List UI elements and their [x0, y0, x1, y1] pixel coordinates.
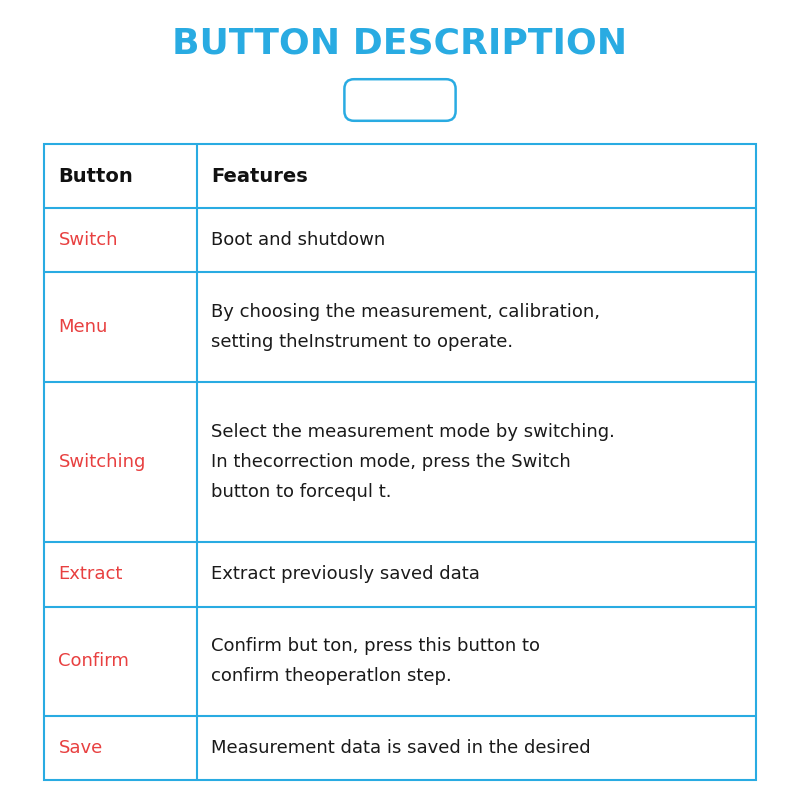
- Text: setting theInstrument to operate.: setting theInstrument to operate.: [211, 334, 514, 351]
- Text: Menu: Menu: [58, 318, 108, 336]
- Text: Save: Save: [58, 739, 102, 757]
- Text: In thecorrection mode, press the Switch: In thecorrection mode, press the Switch: [211, 453, 571, 471]
- Text: Switching: Switching: [58, 453, 146, 471]
- Text: confirm theoperatlon step.: confirm theoperatlon step.: [211, 667, 452, 686]
- Text: Features: Features: [211, 166, 308, 186]
- Text: Select the measurement mode by switching.: Select the measurement mode by switching…: [211, 422, 615, 441]
- Text: Confirm: Confirm: [58, 652, 130, 670]
- Bar: [44, 144, 756, 780]
- Text: BUTTON DESCRIPTION: BUTTON DESCRIPTION: [173, 27, 627, 61]
- Text: button to forcequl t.: button to forcequl t.: [211, 483, 392, 502]
- Text: Extract previously saved data: Extract previously saved data: [211, 566, 480, 583]
- Text: Extract: Extract: [58, 566, 122, 583]
- Text: Switch: Switch: [58, 231, 118, 250]
- Text: Measurement data is saved in the desired: Measurement data is saved in the desired: [211, 739, 591, 757]
- Text: By choosing the measurement, calibration,: By choosing the measurement, calibration…: [211, 303, 601, 321]
- Text: Button: Button: [58, 166, 133, 186]
- Text: Confirm but ton, press this button to: Confirm but ton, press this button to: [211, 637, 541, 655]
- FancyBboxPatch shape: [344, 79, 456, 121]
- Text: Boot and shutdown: Boot and shutdown: [211, 231, 386, 250]
